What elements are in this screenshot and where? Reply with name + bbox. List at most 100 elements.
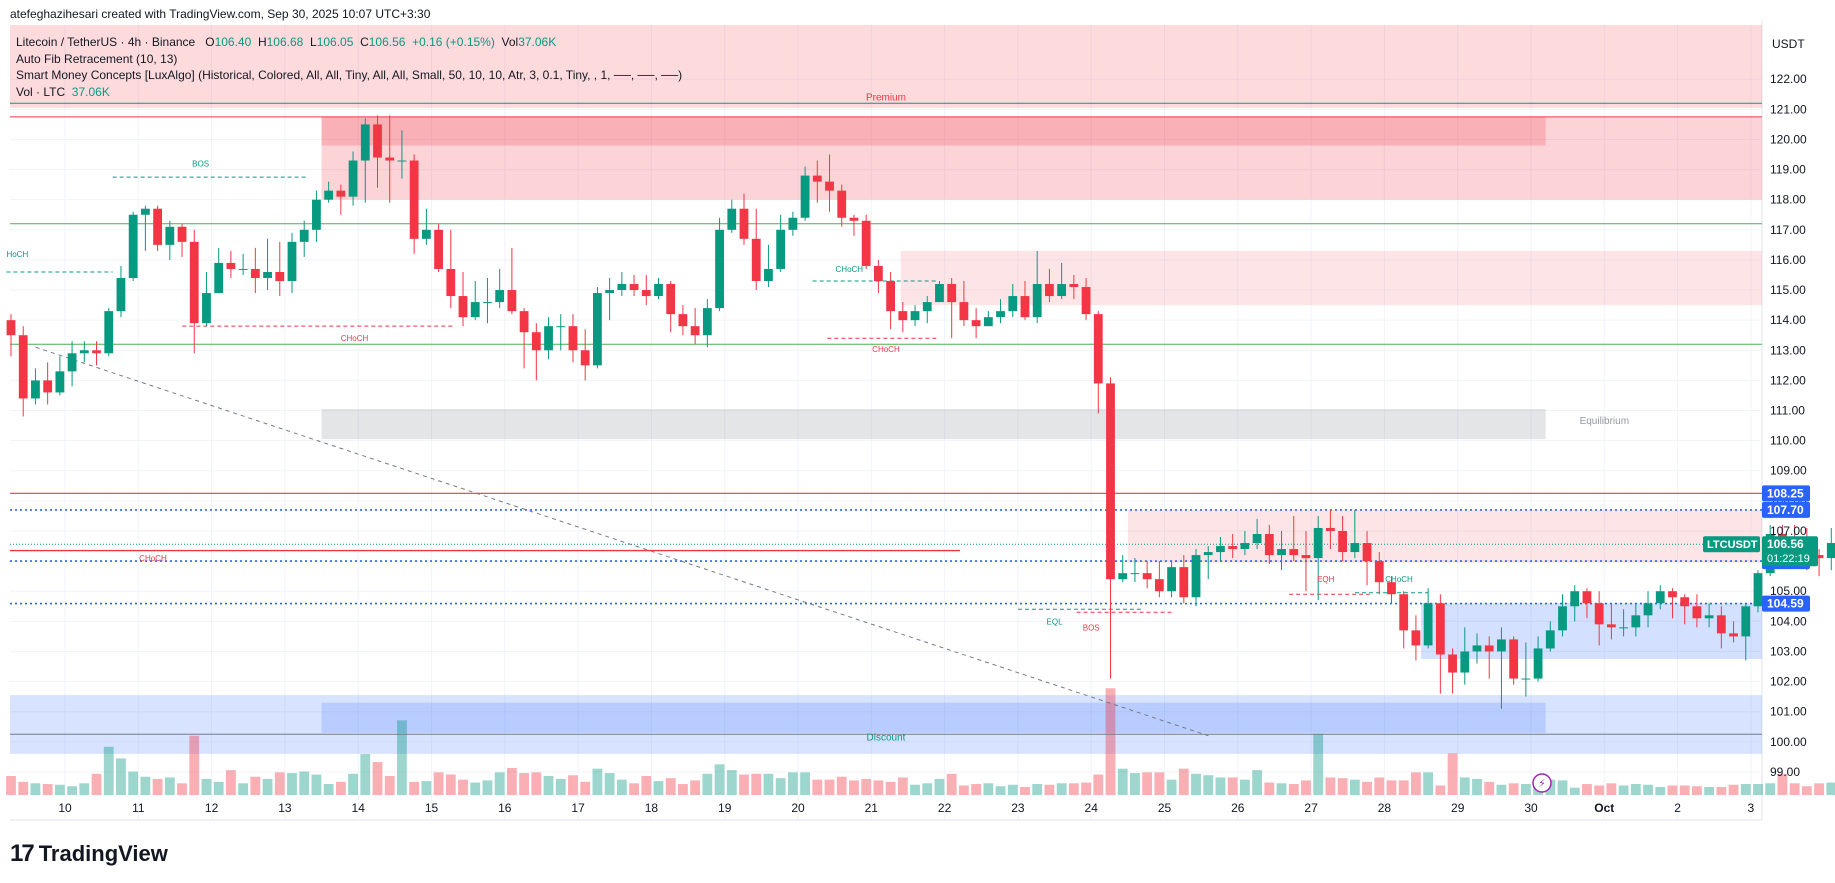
candle-body xyxy=(1326,527,1335,531)
price-tick-label: 107.00 xyxy=(1770,524,1807,538)
candle-body xyxy=(1374,561,1384,583)
candle-body xyxy=(1179,567,1189,598)
candle-body xyxy=(1032,284,1042,318)
candle-body xyxy=(1606,624,1616,628)
volume-bar xyxy=(335,781,346,795)
candle-body xyxy=(1460,651,1470,673)
time-tick-label: Oct xyxy=(1594,801,1614,815)
volume-bar xyxy=(775,778,786,795)
volume-bar xyxy=(458,779,468,795)
volume-bar xyxy=(910,784,920,795)
volume-bar xyxy=(1655,786,1666,795)
candle-body xyxy=(935,284,944,303)
candle-body xyxy=(67,353,77,372)
price-axis[interactable]: 99.00 100.00 101.00 102.00 103.00 104.00 105.0… xyxy=(1532,37,1818,793)
time-tick-label: 2 xyxy=(1674,801,1681,815)
volume-bar xyxy=(995,786,1006,795)
annotation-label: Discount xyxy=(867,732,906,743)
volume-bar xyxy=(177,783,187,795)
volume-bar xyxy=(103,746,114,795)
volume-bar xyxy=(1142,772,1153,795)
volume-bar xyxy=(897,777,908,795)
volume-bar xyxy=(1459,777,1470,795)
candle-body xyxy=(360,124,370,161)
volume-bar xyxy=(1239,779,1250,795)
candle-body xyxy=(153,208,163,245)
candle-body xyxy=(312,199,321,230)
volume-bar xyxy=(1068,783,1079,795)
annotation-label: CHoCH xyxy=(1385,575,1413,584)
indicator-volume-value: 37.06K xyxy=(71,84,110,99)
symbol-title[interactable]: Litecoin / TetherUS · 4h · Binance xyxy=(16,35,196,49)
volume-bar xyxy=(1716,786,1727,795)
candle-body xyxy=(1716,615,1726,634)
time-tick-label: 29 xyxy=(1451,801,1465,815)
time-tick-label: 23 xyxy=(1011,801,1025,815)
price-tick-label: 101.00 xyxy=(1770,705,1807,719)
volume-bar xyxy=(849,780,859,795)
candle-body xyxy=(275,271,285,282)
volume-bar xyxy=(604,773,615,795)
candle-body xyxy=(593,293,602,366)
candle-body xyxy=(1289,549,1299,556)
candle-body xyxy=(348,160,358,197)
volume-bar xyxy=(67,786,77,795)
candle-body xyxy=(1142,573,1152,580)
candle-body xyxy=(1472,645,1482,652)
volume-bar xyxy=(1508,783,1519,795)
candle-body xyxy=(959,302,969,321)
volume-bar xyxy=(1093,774,1104,795)
volume-bar xyxy=(678,784,688,795)
volume-bar xyxy=(299,771,310,795)
volume-bar xyxy=(1301,780,1311,795)
candle-body xyxy=(690,326,700,336)
volume-bar xyxy=(91,773,102,795)
candles xyxy=(6,115,1835,709)
volume-bar xyxy=(445,774,456,795)
candle-body xyxy=(983,317,993,327)
candle-body xyxy=(1729,633,1738,637)
candle-body xyxy=(1399,594,1409,631)
time-tick-label: 16 xyxy=(498,801,512,815)
time-axis[interactable]: 10 11 12 13 14 15 16 17 18 19 20 21 22 23 24 25 26 27 28 29… xyxy=(58,801,1754,815)
volume-bar xyxy=(1020,786,1030,795)
candle-body xyxy=(727,208,737,230)
candle-body xyxy=(1118,573,1128,580)
volume-bar xyxy=(861,778,872,795)
candle-body xyxy=(177,226,187,242)
volume-bar xyxy=(787,772,798,795)
tradingview-logo[interactable]: 17 TradingView xyxy=(10,840,168,868)
price-tick-label: 103.00 xyxy=(1770,644,1807,658)
volume-bar xyxy=(1557,780,1568,795)
volume-bar xyxy=(763,773,774,795)
candle-body xyxy=(1741,606,1751,637)
price-tick-label: 116.00 xyxy=(1770,253,1806,267)
volume-bar xyxy=(6,775,16,795)
price-tick-label: 114.00 xyxy=(1770,313,1806,327)
volume-bar xyxy=(360,754,371,795)
volume-bar xyxy=(482,780,493,795)
indicator-fib[interactable]: Auto Fib Retracement (10, 13) xyxy=(16,51,178,66)
flash-icon-glyph: ⚡ xyxy=(1538,778,1546,790)
volume-bar xyxy=(1630,784,1641,795)
candle-body xyxy=(1154,579,1164,592)
volume-bar xyxy=(1032,784,1043,795)
indicator-volume[interactable]: Vol · LTC 37.06K xyxy=(16,84,682,101)
candle-body xyxy=(1252,533,1262,544)
volume-bar xyxy=(506,767,517,795)
candle-body xyxy=(470,302,480,318)
candle-body xyxy=(104,311,114,354)
annotation-label: BOS xyxy=(192,160,209,169)
candle-body xyxy=(1692,606,1702,619)
indicator-smc[interactable]: Smart Money Concepts [LuxAlgo] (Historic… xyxy=(16,68,683,82)
close-value: 106.56 xyxy=(368,35,406,49)
candle-body xyxy=(1240,543,1250,550)
fib-trend-line xyxy=(35,346,1209,737)
volume-bar xyxy=(262,778,273,795)
candle-body xyxy=(128,214,138,278)
candle-body xyxy=(666,284,676,315)
open-label: O xyxy=(205,35,215,49)
candle-body xyxy=(971,320,981,327)
candle-body xyxy=(31,380,40,399)
